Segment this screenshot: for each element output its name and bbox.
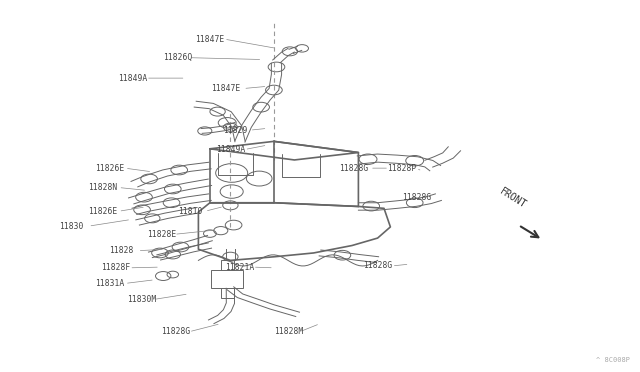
Text: 11828G: 11828G [364,262,393,270]
Text: ^ 8C008P: ^ 8C008P [596,357,630,363]
Text: 11810: 11810 [178,207,202,216]
Text: 11831A: 11831A [95,279,124,288]
Text: 11828F: 11828F [101,263,131,272]
Text: 11828N: 11828N [88,183,118,192]
Text: 11830: 11830 [60,222,84,231]
Text: 11828P: 11828P [387,164,417,173]
Text: 11828: 11828 [109,246,133,255]
Text: 11828M: 11828M [274,327,303,336]
Bar [221,288,234,298]
Text: 11847E: 11847E [211,84,241,93]
Text: 11828E: 11828E [147,230,177,239]
Text: 11828G: 11828G [339,164,369,173]
Text: 11826E: 11826E [95,164,124,173]
Bar [221,260,234,270]
Text: FRONT: FRONT [498,186,528,210]
Text: 11828G: 11828G [402,193,431,202]
Text: 11826Q: 11826Q [163,53,193,62]
Text: 11849A: 11849A [216,145,246,154]
Text: 11847E: 11847E [195,35,225,44]
Bar [211,270,243,288]
Text: 11821A: 11821A [225,263,255,272]
Text: 11826E: 11826E [88,207,118,216]
Text: 11830M: 11830M [127,295,156,304]
Text: 11828G: 11828G [161,327,191,336]
Text: 11849A: 11849A [118,74,148,83]
Text: 11829: 11829 [223,126,247,135]
